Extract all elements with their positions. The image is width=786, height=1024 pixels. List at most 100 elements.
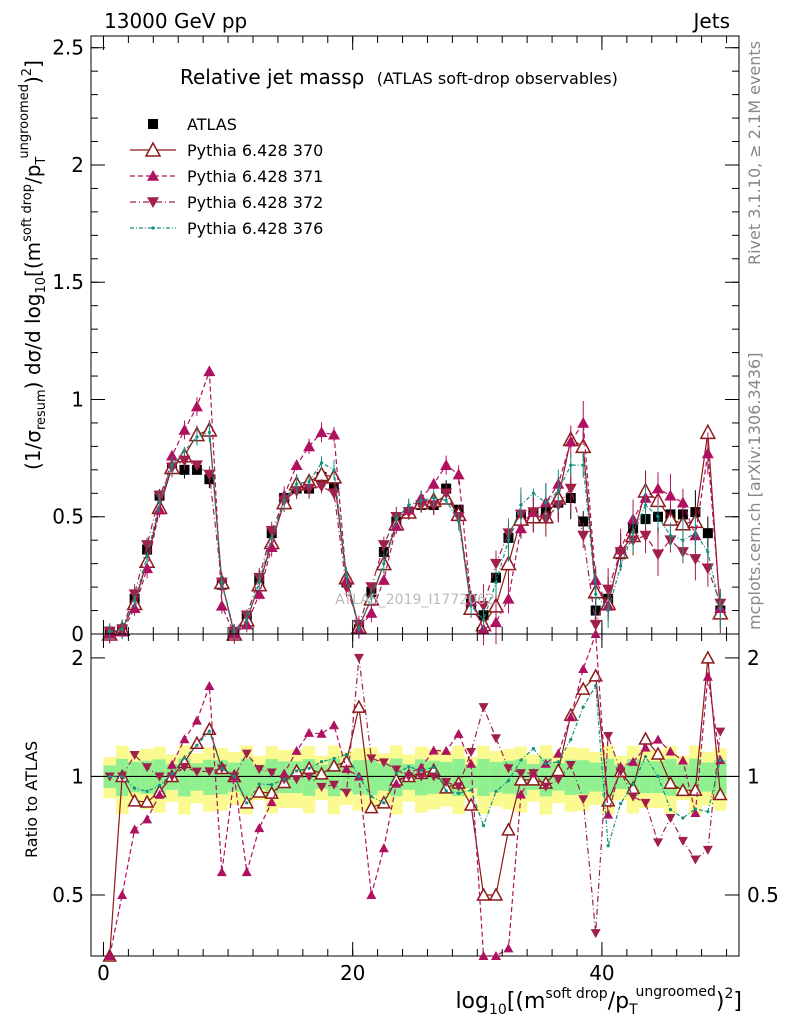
- watermark: ATLAS_2019_I1772062: [335, 592, 495, 608]
- data-point-pythia-376: [195, 435, 199, 439]
- ratio-point: [706, 810, 710, 814]
- band-inner: [714, 760, 727, 795]
- band-inner: [240, 758, 253, 797]
- data-point-pythia-376: [344, 573, 349, 577]
- data-point-pythia-372: [203, 469, 216, 481]
- ratio-point: [304, 727, 315, 737]
- ratio-point: [207, 729, 211, 733]
- ratio-point: [491, 951, 501, 960]
- data-point-pythia-376: [718, 606, 722, 610]
- ratio-point: [690, 855, 701, 865]
- y-tick-label: 1: [71, 387, 84, 411]
- legend-marker-pythia-371: [147, 170, 159, 181]
- ratio-point: [565, 712, 576, 722]
- data-point-pythia-376: [419, 498, 423, 502]
- ratio-point: [241, 867, 252, 877]
- ratio-point: [191, 767, 202, 777]
- side-rivet-label: Rivet 3.1.10, ≥ 2.1M events: [745, 41, 764, 265]
- ratio-point: [332, 756, 336, 761]
- main-y-axis: 0 0.5 1 1.5 2 2.5: [52, 36, 739, 646]
- data-point-pythia-370: [500, 555, 517, 571]
- ratio-point: [266, 797, 277, 807]
- ratio-point: [291, 745, 302, 755]
- data-point-pythia-372: [639, 530, 652, 542]
- ratio-point: [129, 824, 140, 834]
- data-point-pythia-376: [357, 627, 361, 631]
- legend-marker-pythia-376: [151, 226, 155, 230]
- ratio-point: [619, 802, 623, 806]
- y-axis-label: (1/σresum) dσ/d log10[(msoft drop/pTungr…: [17, 60, 49, 470]
- ratio-point: [341, 788, 352, 798]
- ratio-y-axis: 0.5 0.5 1 1 2 2: [52, 646, 779, 907]
- ratio-point: [279, 768, 290, 778]
- ratio-point: [204, 767, 215, 777]
- ratio-point: [428, 745, 439, 755]
- data-point-pythia-376: [270, 536, 274, 540]
- ratio-point: [453, 728, 464, 738]
- ratio-point: [551, 762, 566, 777]
- data-point-pythia-376: [307, 479, 311, 484]
- ratio-frame: [90, 633, 740, 957]
- x-tick-label: 0: [97, 961, 110, 985]
- data-point-pythia-376: [133, 599, 137, 603]
- data-point-pythia-371: [664, 489, 677, 501]
- ratio-point: [127, 793, 142, 807]
- ratio-point: [638, 731, 653, 745]
- ratio-point: [588, 668, 603, 682]
- ratio-point: [378, 758, 389, 768]
- data-point-pythia-372: [527, 507, 540, 519]
- legend-marker-pythia-370: [144, 141, 162, 157]
- ratio-point: [526, 772, 541, 786]
- ratio-point: [170, 772, 174, 776]
- data-point-pythia-372: [328, 488, 340, 500]
- ratio-tick-label-left: 1: [71, 764, 84, 788]
- y-tick-label: 2.5: [52, 36, 84, 60]
- data-point-pythia-376: [631, 531, 635, 535]
- ratio-point: [251, 784, 267, 798]
- data-point-pythia-376: [282, 498, 286, 502]
- ratio-point: [628, 756, 639, 766]
- ratio-point: [444, 789, 448, 793]
- main-plot: 0 0.5 1 1.5 2 2.5 ATLAS_2019_I1772062: [52, 35, 740, 815]
- ratio-point: [441, 778, 452, 788]
- data-point-pythia-376: [494, 580, 498, 585]
- ratio-point: [590, 929, 601, 939]
- ratio-point: [428, 772, 439, 782]
- ratio-point: [643, 755, 648, 759]
- ratio-point: [715, 727, 726, 737]
- data-point-pythia-372: [490, 558, 502, 570]
- ratio-point: [304, 772, 315, 782]
- ratio-point: [677, 836, 688, 846]
- ratio-point: [700, 650, 716, 664]
- ratio-point: [606, 844, 610, 848]
- data-point-pythia-376: [157, 501, 162, 505]
- ratio-point: [120, 774, 124, 779]
- ratio-point: [478, 703, 489, 713]
- legend-label-atlas: ATLAS: [187, 115, 237, 134]
- ratio-point: [656, 774, 660, 779]
- ratio-point: [581, 705, 585, 709]
- ratio-point: [182, 756, 187, 760]
- data-point-pythia-372: [352, 619, 365, 631]
- band-inner: [140, 760, 154, 794]
- ratio-point: [531, 747, 535, 751]
- ratio-point: [590, 629, 601, 638]
- ratio-point: [382, 801, 386, 805]
- y-tick-label: 0: [71, 622, 84, 646]
- ratio-point: [307, 766, 311, 770]
- ratio-point: [603, 809, 614, 819]
- ratio-point: [569, 737, 573, 742]
- data-point-pythia-376: [444, 498, 448, 502]
- ratio-point: [653, 838, 663, 848]
- ratio-point: [650, 746, 666, 760]
- data-point-atlas: [702, 528, 713, 539]
- data-point-pythia-371: [290, 459, 303, 470]
- ratio-point: [466, 747, 477, 757]
- data-point-pythia-376: [220, 580, 224, 585]
- ratio-point: [394, 771, 398, 775]
- data-point-pythia-371: [490, 616, 502, 628]
- data-point-pythia-371: [427, 477, 440, 489]
- band-inner: [477, 758, 490, 797]
- ratio-point: [702, 845, 713, 855]
- data-point-pythia-371: [440, 459, 453, 470]
